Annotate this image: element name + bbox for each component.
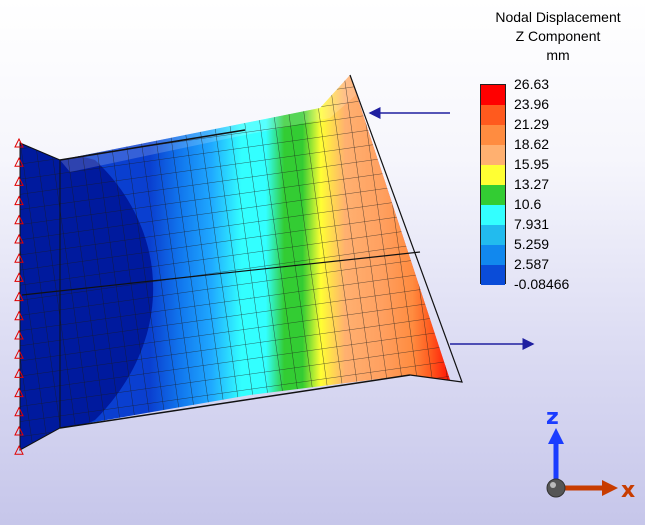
legend-swatch [481,185,505,205]
z-axis-arrowhead [548,428,564,444]
constraint-triangle-icon [14,445,24,455]
constraint-triangle-icon [14,157,24,167]
legend-tick-label: 10.6 [514,196,542,212]
constraint-triangle-icon [14,176,24,186]
constraint-triangle-icon [14,233,24,244]
legend-tick-label: 18.62 [514,136,550,152]
constraint-triangle-icon [14,137,24,148]
constraint-triangle-icon [14,291,24,302]
legend-tick-label: 7.931 [514,216,550,232]
legend-tick-label: 23.96 [514,96,550,112]
constraint-triangle-icon [14,406,24,417]
constraint-triangle-icon [14,253,24,263]
legend-swatch [481,265,505,285]
legend-tick-label: 15.95 [514,156,550,172]
legend-title-line: mm [546,47,570,63]
legend-tick-label: 2.587 [514,256,550,272]
constraint-triangle-icon [14,349,24,359]
legend-swatch [481,85,505,105]
fixed-constraint-markers [14,137,24,455]
triad-origin [546,478,566,498]
legend-swatch [481,105,505,125]
legend-swatch [481,205,505,225]
legend-title-line: Z Component [515,28,601,44]
legend-title-line: Nodal Displacement [495,9,621,25]
constraint-triangle-icon [14,195,24,206]
legend-swatch [481,145,505,165]
axis-triad: z x [546,405,635,503]
constraint-triangle-icon [14,368,24,378]
constraint-triangle-icon [14,272,24,282]
legend-tick-label: 5.259 [514,236,550,252]
z-axis-label: z [546,405,559,430]
legend-swatch [481,165,505,185]
x-axis-arrowhead [602,480,618,496]
constraint-triangle-icon [14,329,24,340]
legend-tick-label: 13.27 [514,176,550,192]
legend-tick-label: 26.63 [514,76,550,92]
legend-tick-label: -0.08466 [514,276,570,292]
constraint-triangle-icon [14,310,24,321]
legend-swatch [481,225,505,245]
constraint-triangle-icon [14,425,24,436]
legend-color-bar [480,84,506,285]
constraint-triangle-icon [14,387,24,398]
legend-swatch [481,245,505,265]
constraint-triangle-icon [14,214,24,225]
legend-tick-label: 21.29 [514,116,550,132]
legend-title: Nodal Displacement Z Component mm [468,8,645,65]
x-axis-label: x [621,478,635,503]
legend-swatch [481,125,505,145]
